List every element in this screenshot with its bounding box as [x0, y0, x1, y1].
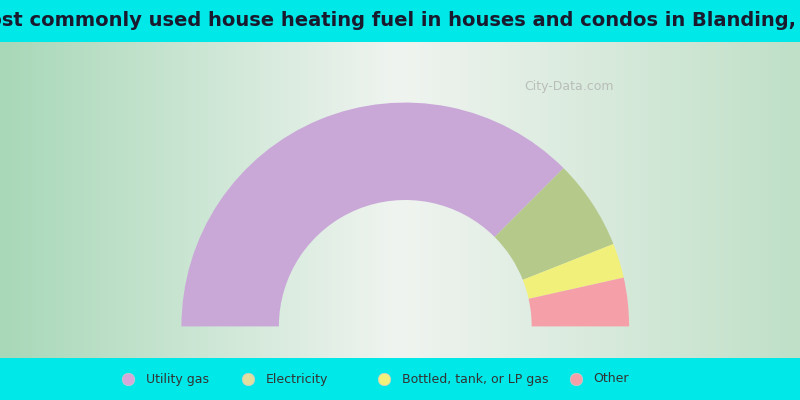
Text: Bottled, tank, or LP gas: Bottled, tank, or LP gas: [402, 372, 548, 386]
Text: Electricity: Electricity: [266, 372, 328, 386]
Text: Utility gas: Utility gas: [146, 372, 209, 386]
Wedge shape: [522, 244, 624, 299]
Text: Most commonly used house heating fuel in houses and condos in Blanding, UT: Most commonly used house heating fuel in…: [0, 12, 800, 30]
Text: Other: Other: [594, 372, 629, 386]
Wedge shape: [529, 278, 629, 326]
Text: City-Data.com: City-Data.com: [524, 80, 614, 93]
Wedge shape: [494, 168, 614, 280]
Wedge shape: [182, 102, 563, 326]
